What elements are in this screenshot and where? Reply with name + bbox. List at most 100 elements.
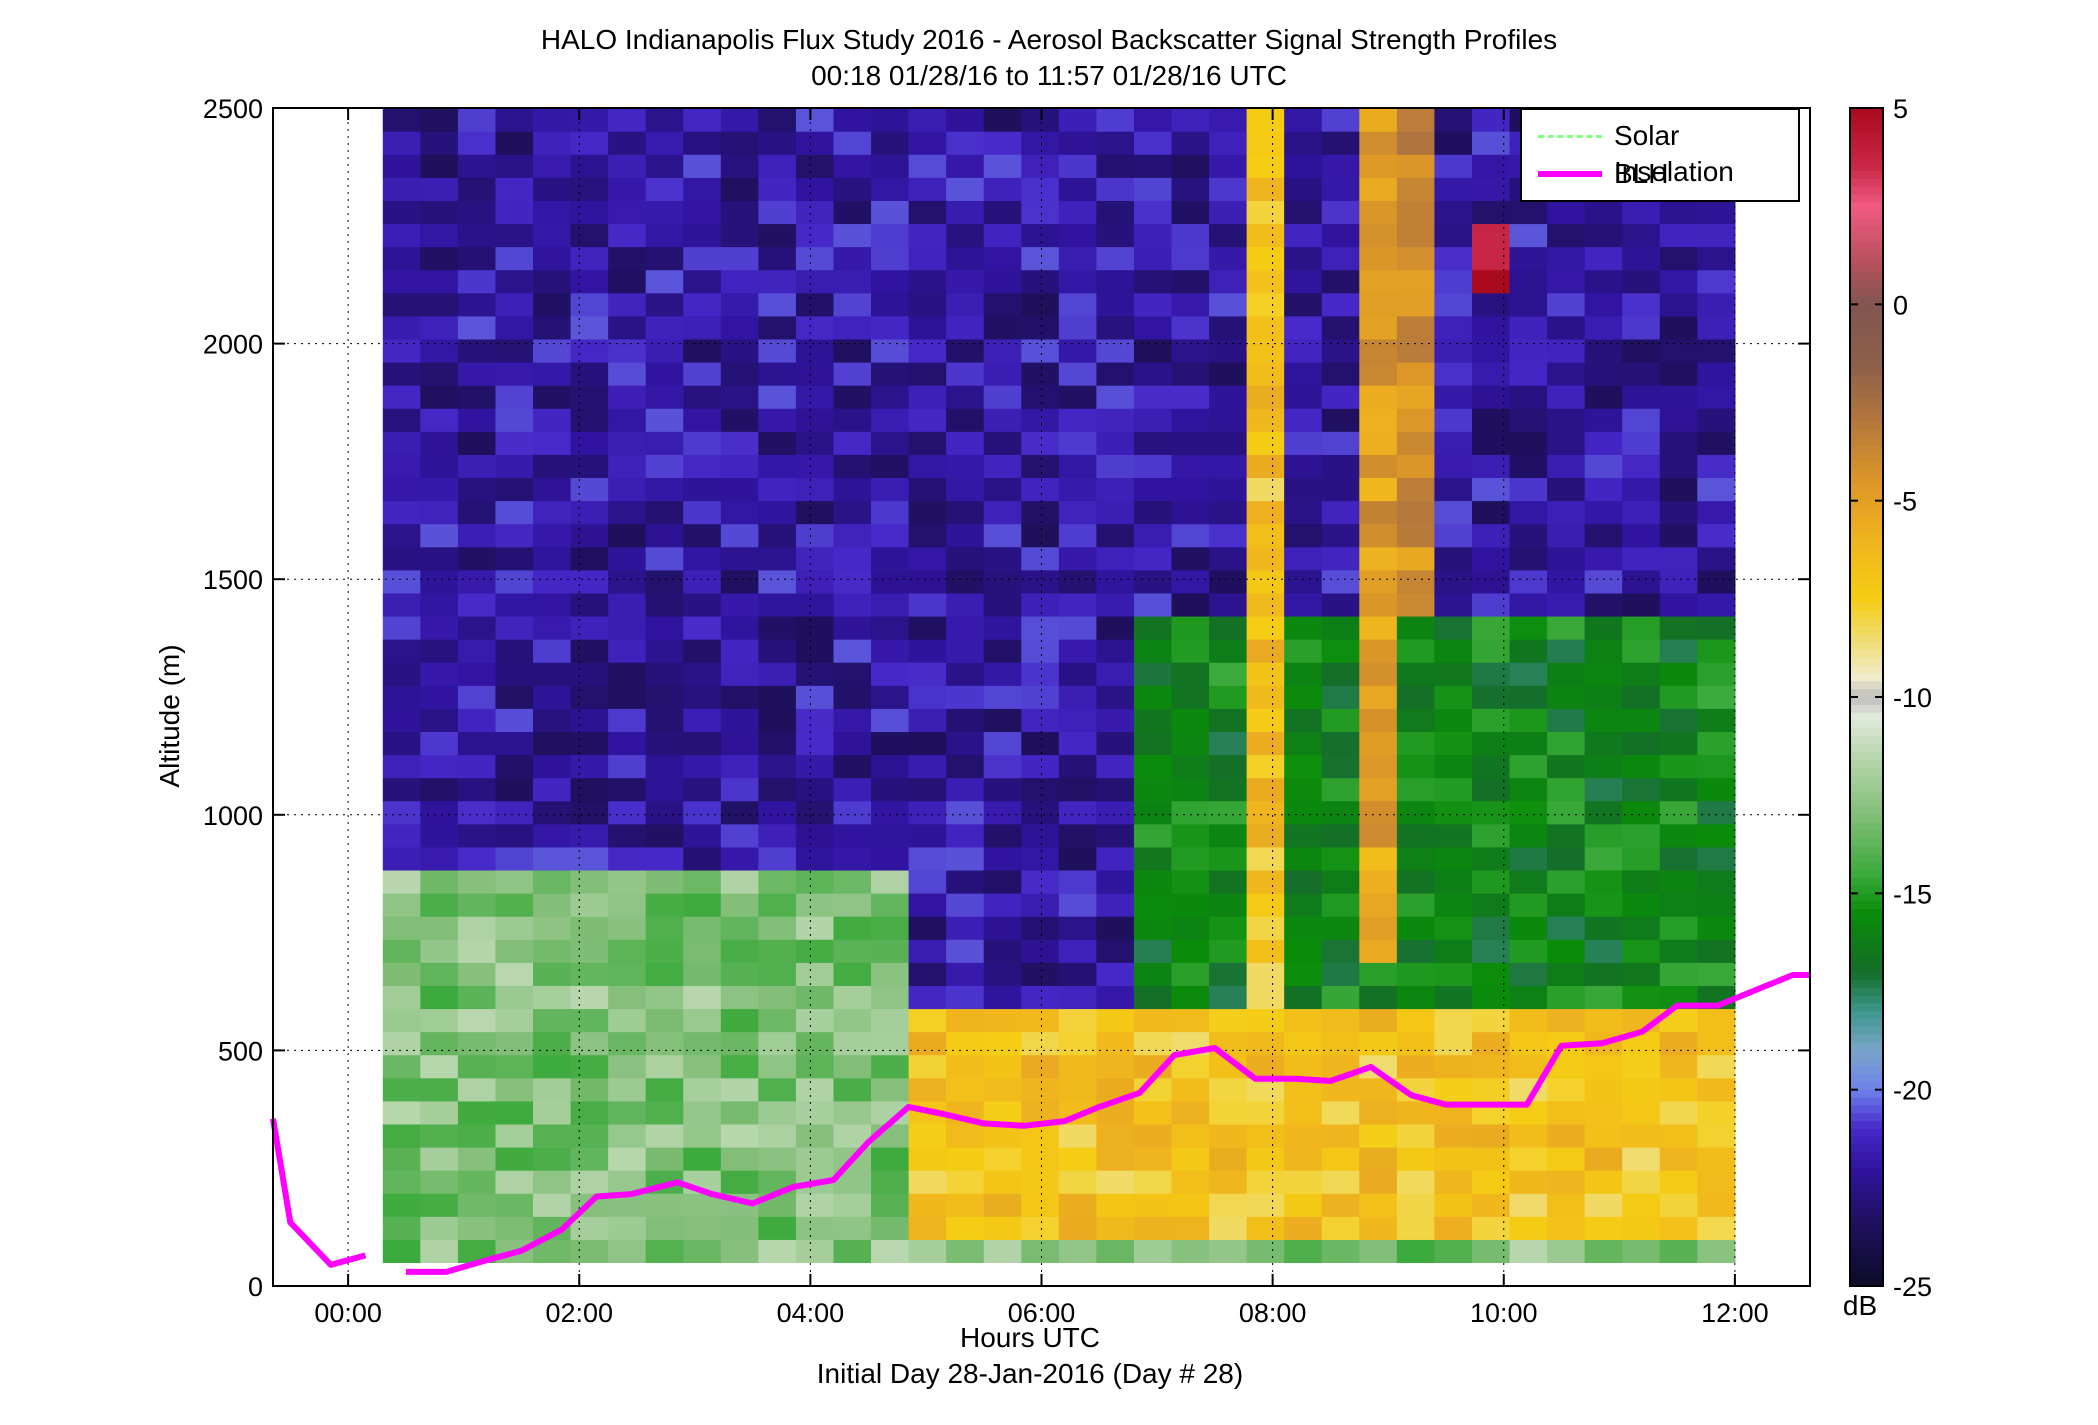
heatmap-cell bbox=[1021, 108, 1060, 132]
heatmap-cell bbox=[1171, 662, 1210, 686]
heatmap-cell bbox=[1171, 246, 1210, 271]
colorbar-band bbox=[1850, 1050, 1883, 1059]
heatmap-cell bbox=[833, 639, 872, 663]
heatmap-cell bbox=[457, 939, 497, 963]
colorbar-band bbox=[1850, 1278, 1883, 1287]
colorbar-band bbox=[1850, 806, 1883, 816]
heatmap-cell bbox=[871, 1008, 910, 1033]
heatmap-cell bbox=[1246, 916, 1285, 940]
heatmap-cell bbox=[758, 1123, 797, 1148]
heatmap-cell bbox=[382, 708, 421, 732]
heatmap-cell bbox=[1171, 1100, 1210, 1125]
heatmap-cell bbox=[720, 454, 759, 479]
heatmap-cell bbox=[871, 916, 910, 940]
heatmap-cell bbox=[1021, 639, 1060, 663]
y-tick-label: 0 bbox=[248, 1272, 263, 1302]
heatmap-cell bbox=[1471, 777, 1511, 802]
heatmap-cell bbox=[1471, 523, 1511, 548]
heatmap-cell bbox=[683, 754, 722, 779]
heatmap-cell bbox=[1659, 639, 1698, 663]
heatmap-cell bbox=[1246, 592, 1285, 617]
heatmap-cell bbox=[1697, 408, 1736, 432]
heatmap-cell bbox=[1284, 1170, 1323, 1194]
heatmap-cell bbox=[608, 569, 647, 594]
heatmap-cell bbox=[833, 754, 872, 779]
heatmap-cell bbox=[1659, 754, 1698, 779]
heatmap-cell bbox=[1659, 893, 1698, 917]
heatmap-cell bbox=[645, 639, 684, 663]
heatmap-cell bbox=[720, 569, 759, 594]
heatmap-cell bbox=[795, 731, 835, 756]
heatmap-cell bbox=[1058, 477, 1097, 502]
heatmap-cell bbox=[1509, 985, 1548, 1010]
heatmap-cell bbox=[420, 546, 459, 571]
heatmap-cell bbox=[983, 315, 1022, 340]
heatmap-cell bbox=[946, 431, 985, 455]
heatmap-cell bbox=[1434, 1147, 1473, 1171]
heatmap-cell bbox=[871, 777, 910, 802]
heatmap-cell bbox=[1209, 800, 1248, 825]
colorbar-tick-label: -20 bbox=[1893, 1076, 1932, 1106]
heatmap-cell bbox=[608, 1123, 647, 1148]
heatmap-cell bbox=[457, 177, 497, 201]
heatmap-cell bbox=[533, 685, 572, 709]
heatmap-cell bbox=[420, 1100, 459, 1125]
heatmap-cell bbox=[1284, 223, 1323, 248]
colorbar-band bbox=[1850, 398, 1883, 408]
heatmap-cell bbox=[1434, 177, 1473, 201]
heatmap-cell bbox=[1284, 1147, 1323, 1171]
colorbar-band bbox=[1850, 539, 1883, 549]
heatmap-cell bbox=[1584, 823, 1623, 848]
heatmap-cell bbox=[795, 754, 835, 779]
heatmap-cell bbox=[1547, 246, 1586, 271]
heatmap-cell bbox=[1471, 1239, 1511, 1264]
colorbar-band bbox=[1850, 571, 1883, 580]
heatmap-cell bbox=[420, 1123, 459, 1148]
heatmap-cell bbox=[1396, 662, 1436, 686]
colorbar-band bbox=[1850, 689, 1883, 698]
heatmap-cell bbox=[1171, 777, 1210, 802]
heatmap-cell bbox=[1021, 569, 1060, 594]
heatmap-cell bbox=[1171, 592, 1210, 617]
heatmap-cell bbox=[1321, 1170, 1360, 1194]
heatmap-cell bbox=[1697, 361, 1736, 386]
heatmap-cell bbox=[1284, 177, 1323, 201]
colorbar-band bbox=[1850, 1207, 1883, 1216]
heatmap-cell bbox=[1622, 1123, 1661, 1148]
heatmap-cell bbox=[608, 154, 647, 178]
heatmap-cell bbox=[1096, 500, 1135, 525]
colorbar-band bbox=[1850, 618, 1883, 627]
heatmap-cell bbox=[1133, 1008, 1173, 1033]
heatmap-cell bbox=[570, 546, 609, 571]
heatmap-cell bbox=[1547, 523, 1586, 548]
heatmap-cell bbox=[795, 315, 835, 340]
heatmap-cell bbox=[946, 131, 985, 155]
heatmap-cell bbox=[795, 1123, 835, 1148]
colorbar-band bbox=[1850, 759, 1883, 769]
heatmap-cell bbox=[1171, 408, 1210, 432]
heatmap-cell bbox=[720, 1100, 759, 1125]
heatmap-cell bbox=[533, 1031, 572, 1056]
heatmap-cell bbox=[1021, 916, 1060, 940]
heatmap-cell bbox=[1021, 846, 1060, 871]
heatmap-cell bbox=[1021, 1216, 1060, 1240]
heatmap-cell bbox=[946, 569, 985, 594]
heatmap-cell bbox=[1321, 1123, 1360, 1148]
heatmap-cell bbox=[1434, 500, 1473, 525]
heatmap-cell bbox=[1284, 1008, 1323, 1033]
colorbar-band bbox=[1850, 712, 1883, 722]
heatmap-cell bbox=[871, 1031, 910, 1056]
heatmap-cell bbox=[946, 500, 985, 525]
heatmap-cell bbox=[645, 592, 684, 617]
heatmap-cell bbox=[1171, 731, 1210, 756]
colorbar-band bbox=[1850, 869, 1883, 879]
heatmap-cell bbox=[608, 708, 647, 732]
heatmap-cell bbox=[758, 500, 797, 525]
heatmap-cell bbox=[645, 408, 684, 432]
heatmap-cell bbox=[1697, 1008, 1736, 1033]
heatmap-cell bbox=[1697, 893, 1736, 917]
colorbar-band bbox=[1850, 1081, 1883, 1091]
heatmap-cell bbox=[1171, 523, 1210, 548]
heatmap-cell bbox=[871, 177, 910, 201]
heatmap-cell bbox=[1021, 754, 1060, 779]
